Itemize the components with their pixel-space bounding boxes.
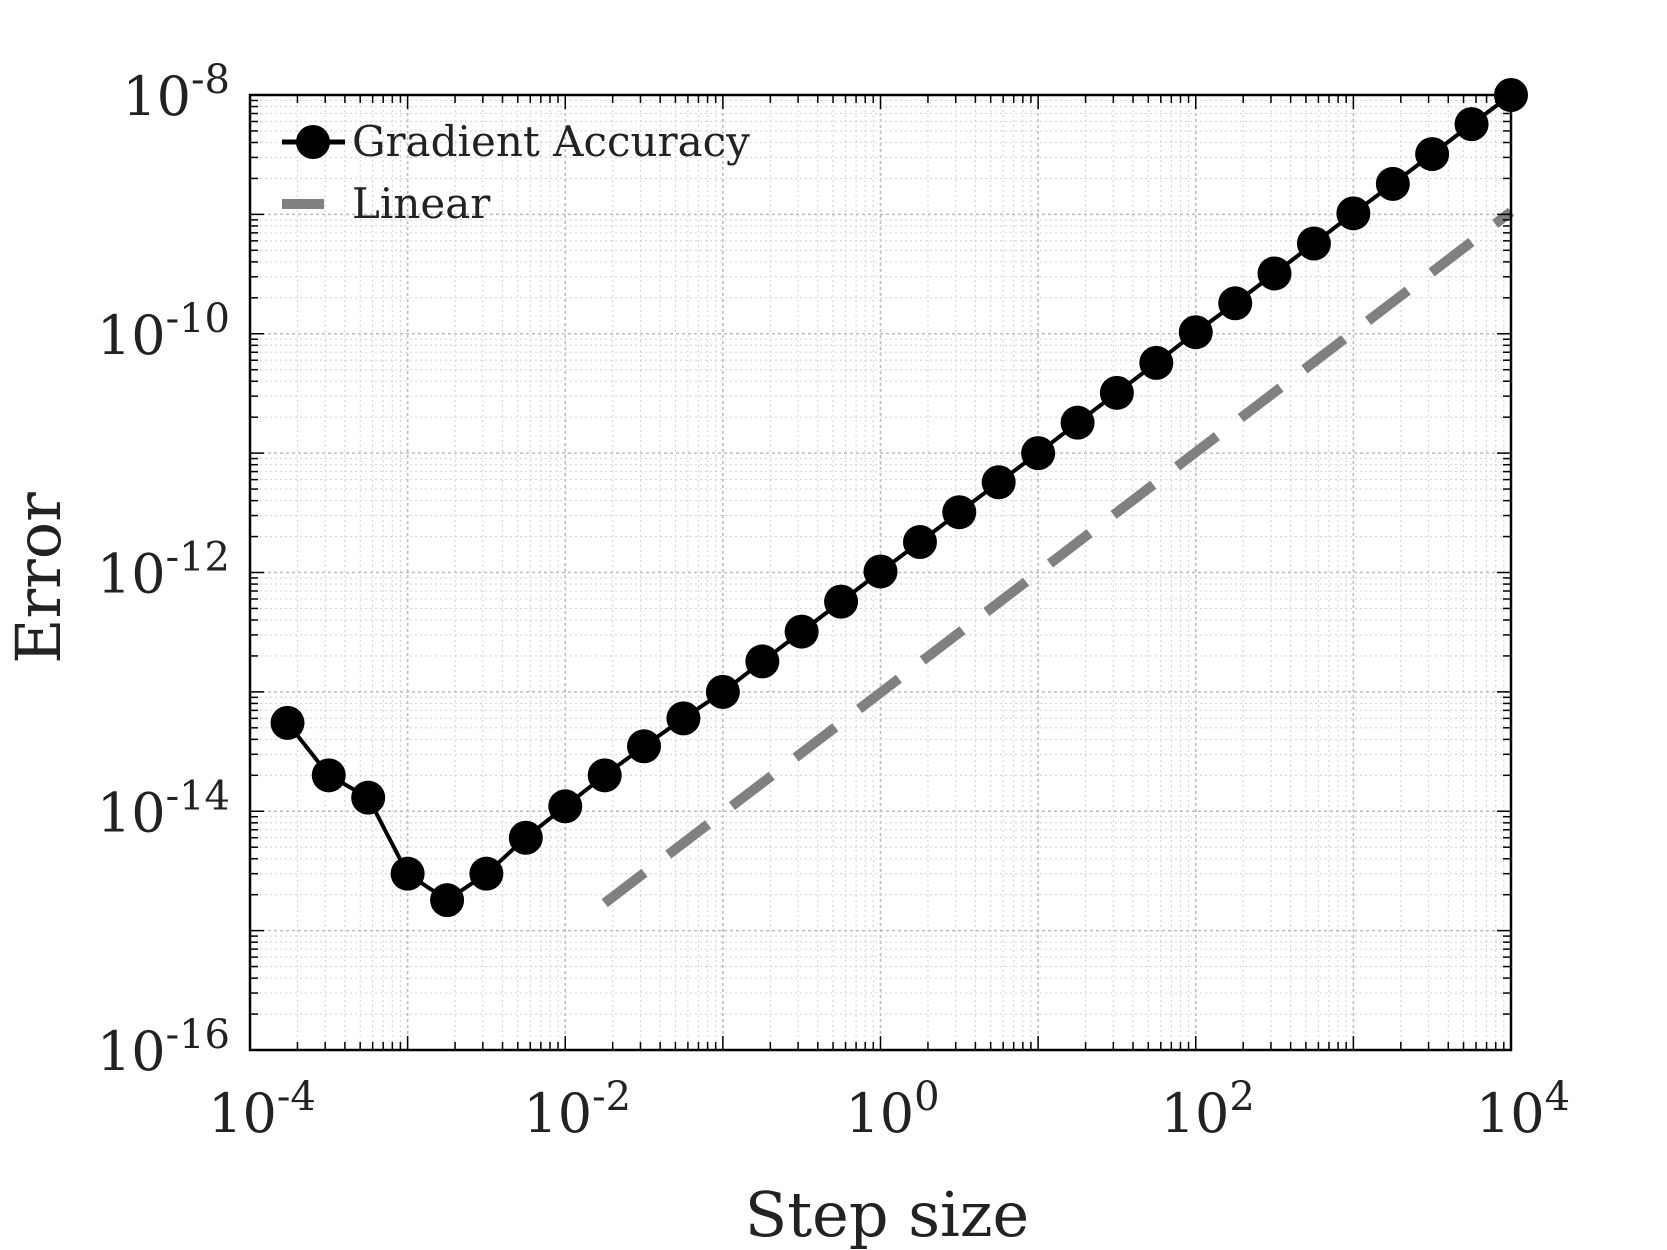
data-point — [1099, 375, 1134, 410]
data-point — [430, 883, 465, 918]
x-tick-label: 10-4 — [208, 1074, 316, 1145]
legend-label-linear: Linear — [352, 179, 491, 228]
data-point — [311, 758, 346, 793]
y-tick-label: 10-12 — [97, 535, 230, 606]
data-point — [1375, 166, 1410, 201]
series-line-linear — [601, 207, 1515, 908]
data-point — [1257, 256, 1292, 291]
x-tick-label: 104 — [1476, 1074, 1570, 1145]
data-point — [1336, 196, 1371, 231]
data-point — [469, 856, 504, 891]
data-point — [1178, 315, 1213, 350]
data-point — [1415, 137, 1450, 172]
data-point — [627, 729, 662, 764]
data-point — [1060, 405, 1095, 440]
data-point — [902, 525, 937, 560]
data-point — [1218, 286, 1253, 321]
data-point — [745, 644, 780, 679]
x-tick-label: 10-2 — [523, 1074, 631, 1145]
data-point — [351, 780, 386, 815]
data-point — [981, 465, 1016, 500]
y-tick-label: 10-14 — [97, 773, 230, 844]
data-point — [1021, 436, 1056, 471]
data-point — [666, 701, 701, 736]
data-point — [508, 820, 543, 855]
y-axis-label: Error — [2, 492, 75, 664]
data-point — [270, 705, 305, 740]
data-point — [1454, 107, 1489, 142]
legend-label-gradient: Gradient Accuracy — [352, 117, 750, 166]
data-point — [548, 789, 583, 824]
x-tick-label: 102 — [1161, 1074, 1255, 1145]
grid — [249, 94, 1512, 1051]
legend-marker-gradient — [296, 125, 330, 159]
y-tick-label: 10-16 — [97, 1012, 230, 1083]
data-point — [784, 614, 819, 649]
axis-ticks — [249, 94, 1512, 1051]
data-point — [942, 495, 977, 530]
x-tick-label: 100 — [845, 1074, 939, 1145]
data-point — [1139, 345, 1174, 380]
data-point — [705, 674, 740, 709]
tick-labels: 10-4 10-2 100 102 104 10-16 10-14 10-12 10-10 10-… — [97, 57, 1570, 1145]
data-point — [587, 758, 622, 793]
data-point — [1296, 226, 1331, 261]
data-point — [824, 584, 859, 619]
data-point — [390, 856, 425, 891]
y-tick-label: 10-10 — [97, 296, 230, 367]
x-axis-label: Step size — [745, 1178, 1029, 1250]
y-tick-label: 10-8 — [122, 57, 230, 128]
data-point — [863, 554, 898, 589]
legend: Gradient Accuracy Linear — [282, 117, 750, 228]
plot-area — [270, 78, 1528, 918]
